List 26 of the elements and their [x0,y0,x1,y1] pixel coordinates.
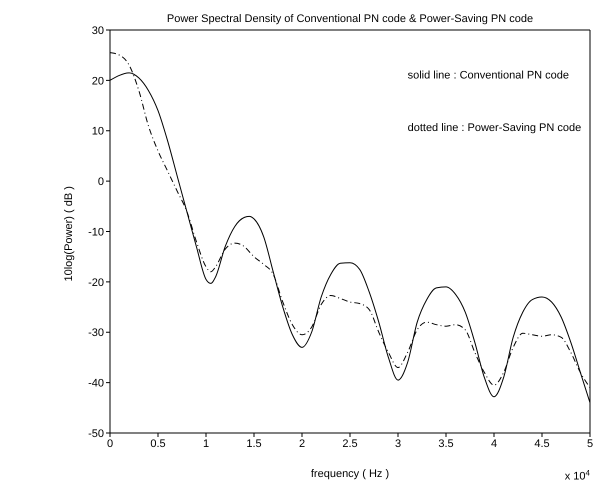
x-tick-label: 1 [202,438,210,450]
x-axis-title: frequency ( Hz ) [310,468,390,480]
y-tick-label: 20 [92,75,104,88]
y-tick-label: -30 [88,327,104,340]
y-tick-label: 0 [98,176,104,188]
x-tick-label: 4.5 [534,438,550,450]
x-tick-label: 1.5 [246,438,262,450]
annotation: solid line : Conventional PN code [408,69,570,82]
y-tick-label: 10 [92,126,104,138]
x-tick-label: 3 [394,438,402,450]
x-tick-label: 2 [298,438,306,450]
chart-title: Power Spectral Density of Conventional PN code & Power-Saving PN code [166,13,534,25]
x-tick-label: 4 [490,438,498,450]
annotation: dotted line : Power-Saving PN code [408,122,582,134]
x-tick-label: 0.5 [150,438,166,450]
x-tick-label: 5 [586,438,594,450]
text: x 10$^{4}$ [564,468,591,482]
y-tick-label: -20 [88,276,104,289]
y-tick-label: -50 [88,428,104,440]
y-tick-label: -10 [88,226,104,238]
y-axis-title: 10log(Power) ( dB ) [62,186,75,282]
y-tick-label: -40 [88,378,104,390]
y-tick-label: 30 [92,24,104,37]
x-tick-label: 3.5 [438,438,454,450]
x-tick-label: 0 [106,438,114,450]
x-tick-label: 2.5 [342,438,358,450]
